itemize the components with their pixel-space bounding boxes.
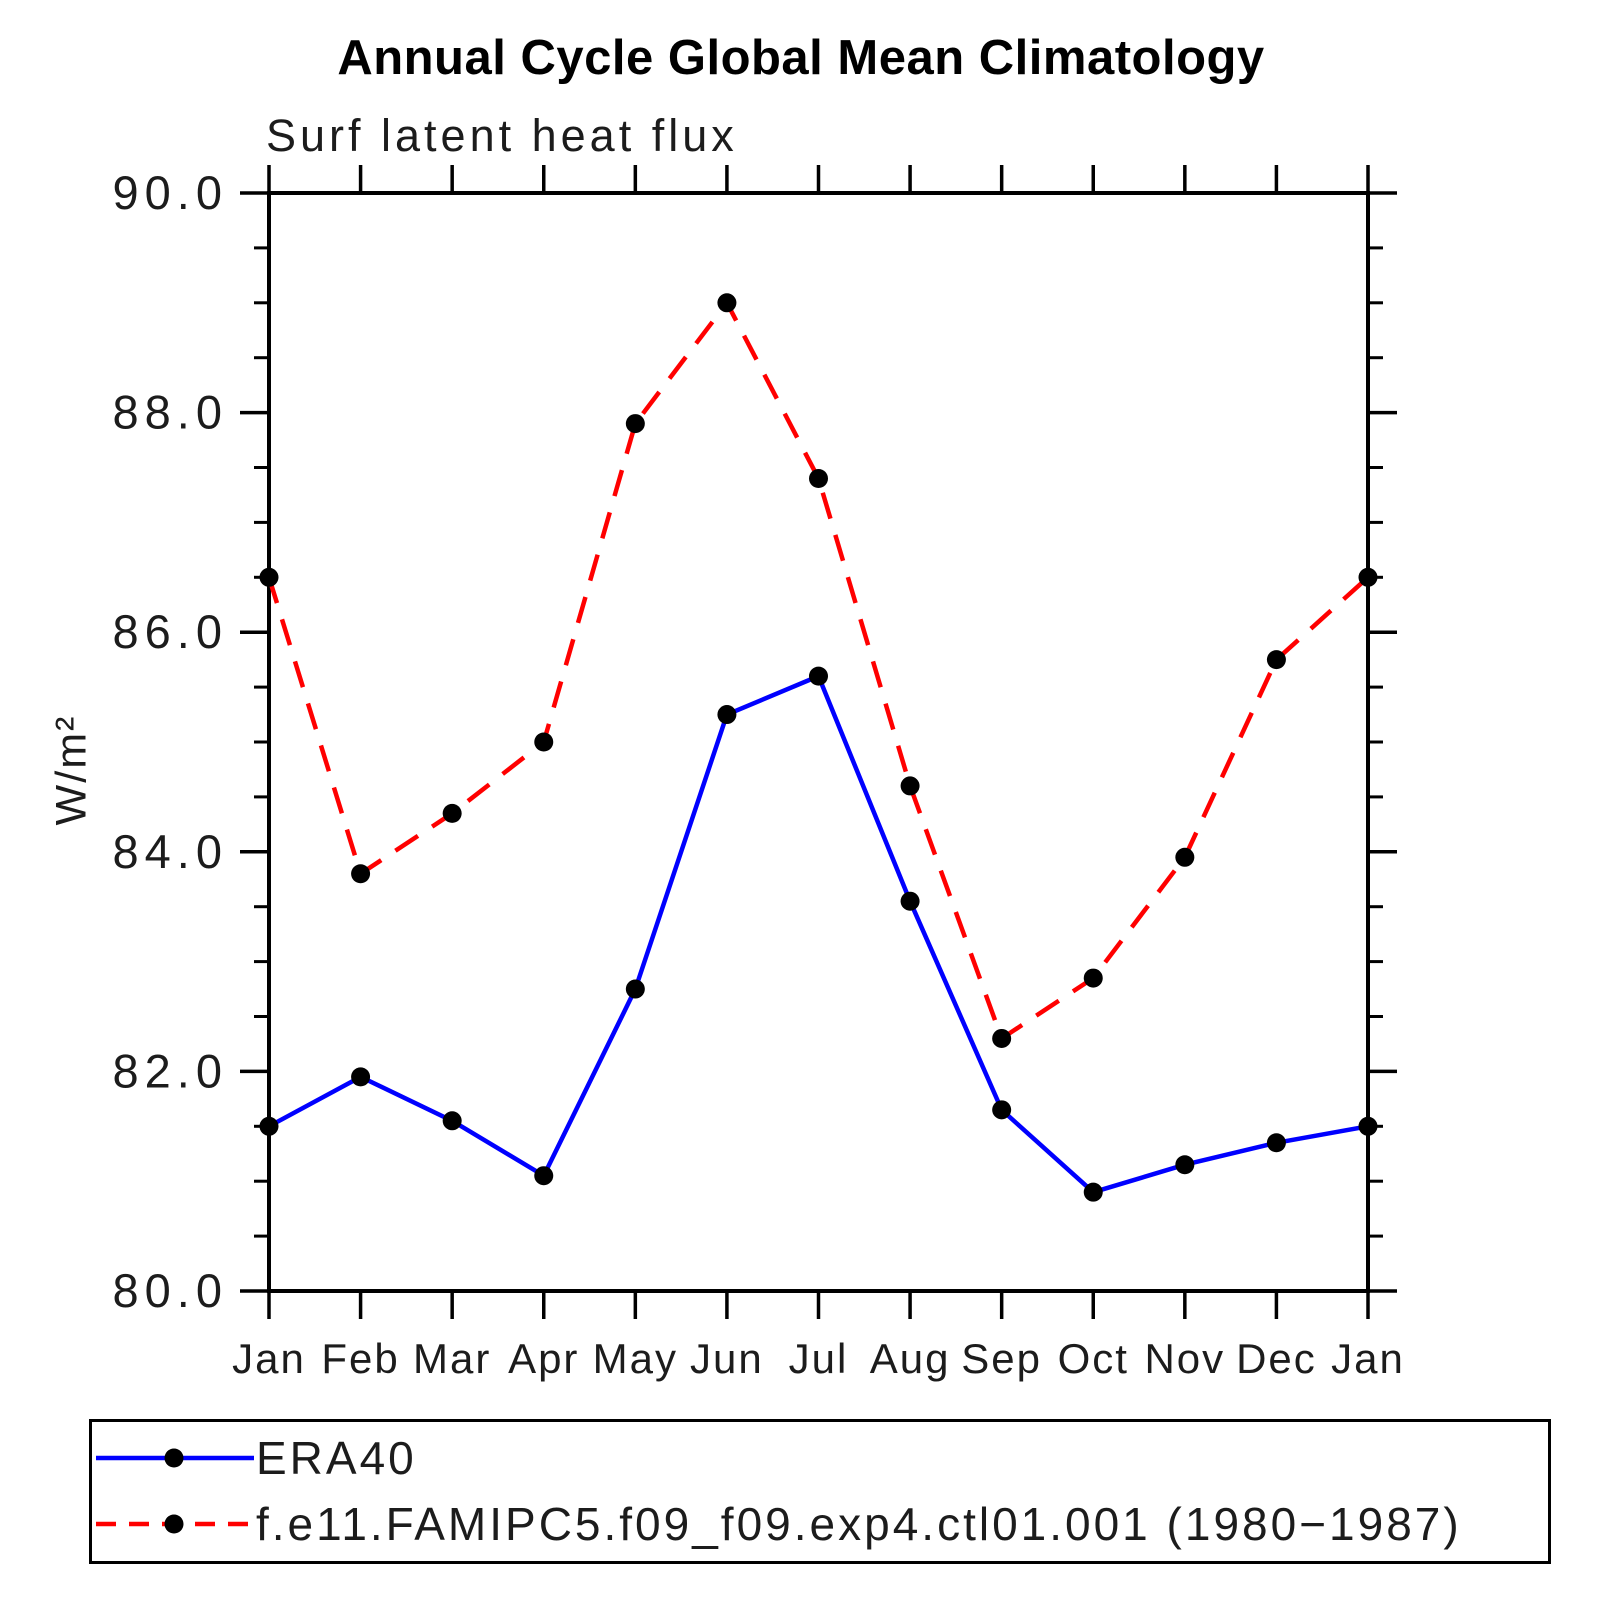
legend-line-sample-dashed	[96, 1514, 254, 1534]
x-tick-label: Oct	[1058, 1335, 1129, 1382]
y-tick-label: 86.0	[113, 605, 228, 658]
series-1-marker	[534, 732, 554, 752]
series-1-marker	[717, 293, 737, 313]
series-0-marker	[900, 891, 920, 911]
plot-border	[267, 191, 1370, 1293]
series-0-marker	[717, 705, 737, 725]
y-tick-label: 80.0	[113, 1264, 228, 1317]
series-0-line	[267, 673, 1369, 1195]
x-tick-label: Jun	[690, 1335, 764, 1382]
x-tick-label: Jul	[789, 1335, 849, 1382]
series-1-marker	[1358, 567, 1378, 587]
x-tick-label: Sep	[961, 1335, 1042, 1382]
series-0-marker	[351, 1067, 371, 1087]
x-tick-label: Nov	[1144, 1335, 1225, 1382]
series-0-marker	[259, 1116, 279, 1136]
x-tick-label: May	[593, 1335, 678, 1382]
series-1-marker	[1266, 650, 1286, 670]
series-0-marker	[442, 1111, 462, 1131]
x-tick-label: Jan	[232, 1335, 306, 1382]
series-1-marker	[992, 1028, 1012, 1048]
x-tick-label: Jan	[1331, 1335, 1405, 1382]
series-0-marker	[1358, 1116, 1378, 1136]
series-1-marker	[809, 468, 828, 488]
x-tick-label: Dec	[1236, 1335, 1317, 1382]
legend-item-model: f.e11.FAMIPC5.f09_f09.exp4.ctl01.001 (19…	[92, 1491, 1548, 1557]
series-0-marker	[1175, 1155, 1195, 1175]
legend-item-era40: ERA40	[92, 1425, 1548, 1491]
legend-marker-dot-icon	[164, 1514, 184, 1534]
legend-label-era40: ERA40	[256, 1432, 417, 1484]
series-0-marker	[809, 666, 828, 686]
series-0-marker	[1266, 1133, 1286, 1153]
y-tick-label: 90.0	[113, 166, 228, 219]
series-1-marker	[1083, 968, 1103, 988]
series-0-marker	[992, 1100, 1012, 1120]
chart-subtitle: Surf latent heat flux	[266, 110, 738, 161]
x-tick-label: Apr	[508, 1335, 579, 1382]
y-tick-label: 82.0	[113, 1044, 228, 1097]
y-tick-label: 88.0	[113, 386, 228, 439]
series-1-marker	[351, 864, 371, 884]
x-tick-label: Aug	[870, 1335, 951, 1382]
series-1-marker	[900, 776, 920, 796]
series-1-marker	[1175, 847, 1195, 867]
series-0-marker	[1083, 1182, 1103, 1202]
legend-label-model: f.e11.FAMIPC5.f09_f09.exp4.ctl01.001 (19…	[256, 1498, 1462, 1550]
x-tick-label: Feb	[321, 1335, 399, 1382]
chart-title: Annual Cycle Global Mean Climatology	[337, 31, 1265, 85]
legend-marker-dot-icon	[164, 1448, 184, 1468]
series-1-marker	[442, 803, 462, 823]
legend-box: ERA40 f.e11.FAMIPC5.f09_f09.exp4.ctl01.0…	[89, 1419, 1551, 1564]
series-1-marker	[625, 414, 645, 434]
y-tick-label: 84.0	[113, 825, 228, 878]
series-1-marker	[259, 567, 279, 587]
legend-line-sample-solid	[96, 1448, 254, 1468]
series-0-marker	[534, 1166, 554, 1186]
x-tick-label: Mar	[413, 1335, 491, 1382]
series-0-marker	[625, 979, 645, 999]
